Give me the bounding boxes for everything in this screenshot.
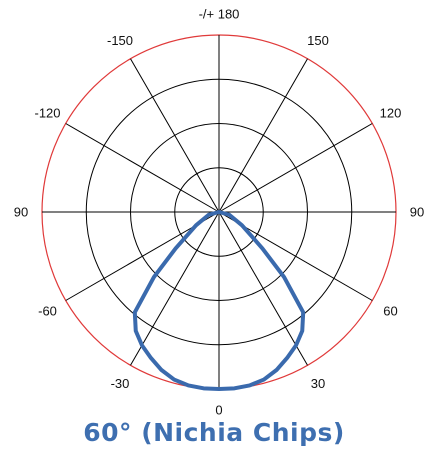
chart-caption: 60° (Nichia Chips) — [83, 418, 345, 447]
angle-label: -150 — [107, 33, 133, 48]
grid-spoke — [218, 211, 308, 366]
intensity-curve-layer — [132, 210, 306, 391]
angle-label: -120 — [35, 106, 61, 121]
grid-spoke — [130, 58, 220, 213]
angle-label: -/+ 180 — [199, 7, 240, 22]
angle-label: -60 — [38, 304, 57, 319]
angle-labels: 0 30 60 90 120 150 -/+ 180 -150 -120 90 -60 -30 — [14, 7, 424, 418]
angle-label: 30 — [311, 376, 325, 391]
grid-spoke — [218, 58, 308, 213]
grid-spoke — [65, 123, 220, 213]
angle-label: 90 — [410, 205, 424, 220]
grid-spoke — [130, 211, 220, 366]
angle-label: 60 — [383, 304, 397, 319]
angle-label: -30 — [111, 376, 130, 391]
intensity-curve — [132, 210, 306, 391]
angle-label: 120 — [380, 106, 402, 121]
grid-spoke — [218, 123, 373, 213]
angle-label: 150 — [307, 33, 329, 48]
angle-label: 0 — [215, 403, 222, 418]
angle-label: 90 — [14, 205, 28, 220]
